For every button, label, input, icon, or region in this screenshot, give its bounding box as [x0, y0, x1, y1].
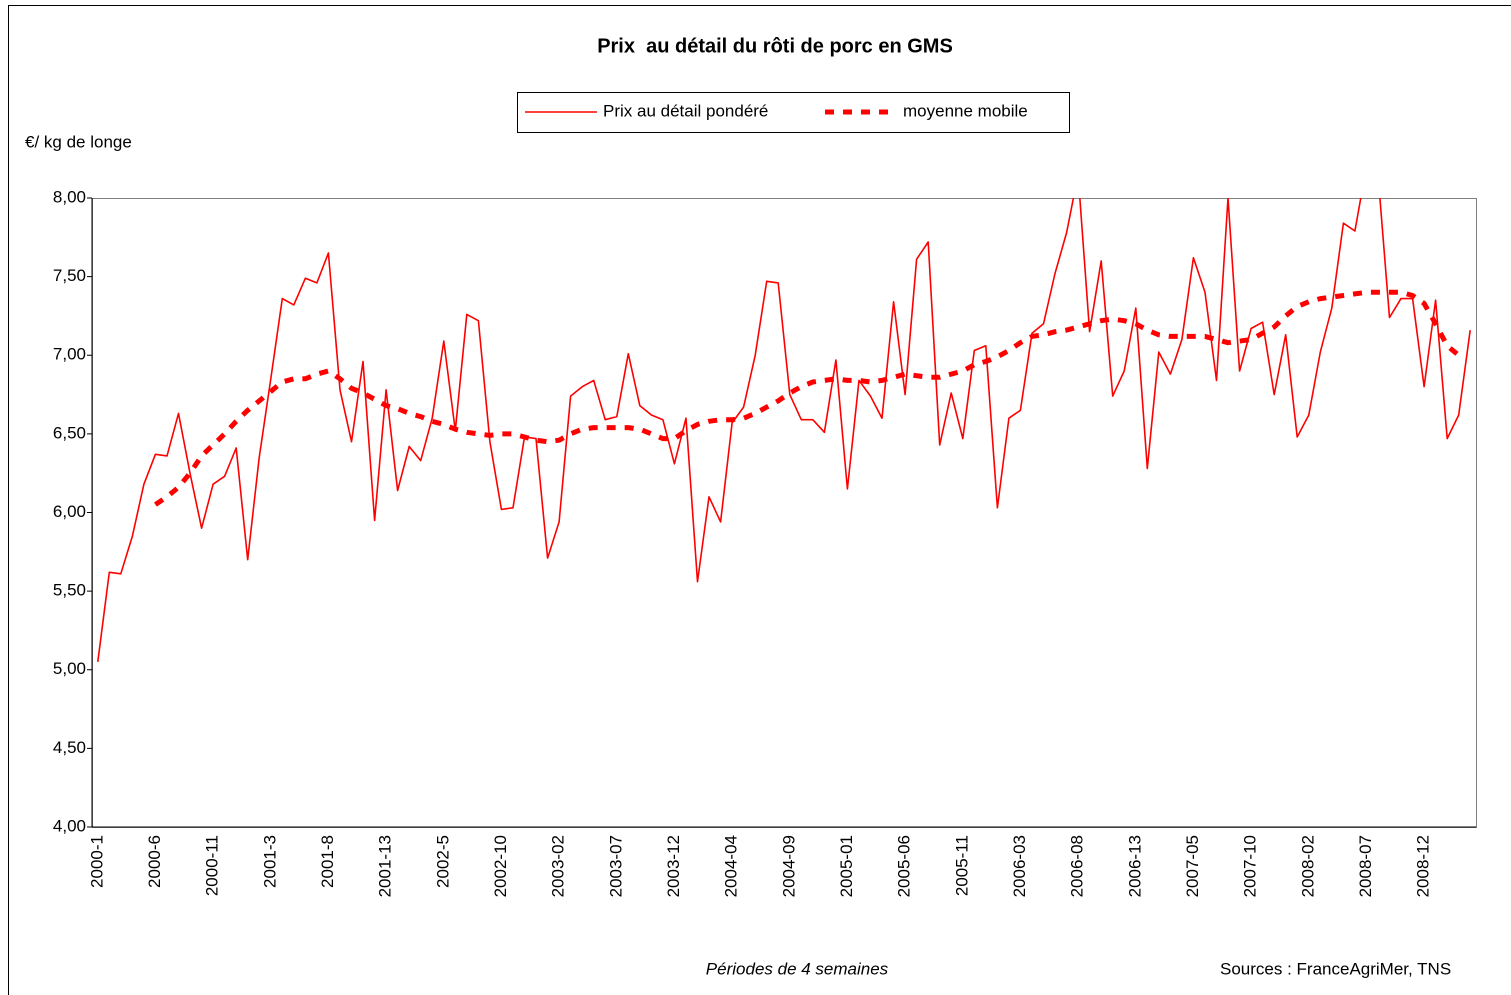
y-tick-label: 4,50: [53, 738, 86, 757]
chart-border: [8, 5, 1511, 995]
x-tick-label: 2005-01: [837, 835, 856, 897]
y-tick-label: 6,00: [53, 502, 86, 521]
y-tick-label: 8,00: [53, 187, 86, 206]
source-note: Sources : FranceAgriMer, TNS: [1220, 959, 1451, 978]
x-tick-label: 2005-11: [952, 835, 971, 896]
chart-title: Prix au détail du rôti de porc en GMS: [597, 35, 953, 57]
x-tick-label: 2000-6: [145, 835, 164, 888]
x-tick-label: 2005-06: [895, 835, 914, 897]
y-axis-label: €/ kg de longe: [25, 132, 132, 151]
legend-label: moyenne mobile: [903, 101, 1028, 120]
series-group: [97, 198, 1471, 663]
x-tick-label: 2003-02: [549, 835, 568, 897]
x-tick-label: 2003-07: [606, 835, 625, 897]
x-tick-label: 2008-12: [1414, 835, 1433, 897]
x-tick-label: 2007-05: [1183, 835, 1202, 897]
x-tick-label: 2007-10: [1241, 835, 1260, 897]
y-tick-label: 5,50: [53, 581, 86, 600]
x-tick-label: 2006-08: [1068, 835, 1087, 897]
y-tick-label: 7,00: [53, 345, 86, 364]
y-tick-label: 7,50: [53, 266, 86, 285]
x-tick-label: 2002-10: [491, 835, 510, 897]
x-tick-label: 2000-1: [87, 835, 106, 888]
x-tick-label: 2001-3: [260, 835, 279, 888]
x-tick-label: 2001-8: [318, 835, 337, 888]
x-tick-label: 2002-5: [433, 835, 452, 888]
x-tick-label: 2003-12: [664, 835, 683, 897]
legend-label: Prix au détail pondéré: [603, 101, 768, 120]
x-tick-label: 2006-13: [1125, 835, 1144, 897]
x-tick-label: 2006-03: [1010, 835, 1029, 897]
x-axis-label: Périodes de 4 semaines: [706, 959, 889, 978]
series-line: [97, 198, 1471, 663]
series-line: [154, 289, 1461, 507]
y-tick-label: 5,00: [53, 659, 86, 678]
x-tick-label: 2004-09: [779, 835, 798, 897]
y-tick-label: 6,50: [53, 423, 86, 442]
x-tick-label: 2001-13: [376, 835, 395, 897]
x-tick-label: 2008-07: [1356, 835, 1375, 897]
x-tick-label: 2008-02: [1298, 835, 1317, 897]
x-tick-label: 2000-11: [203, 835, 222, 896]
legend: [517, 92, 1070, 133]
x-tick-label: 2004-04: [722, 835, 741, 897]
y-tick-label: 4,00: [53, 816, 86, 835]
